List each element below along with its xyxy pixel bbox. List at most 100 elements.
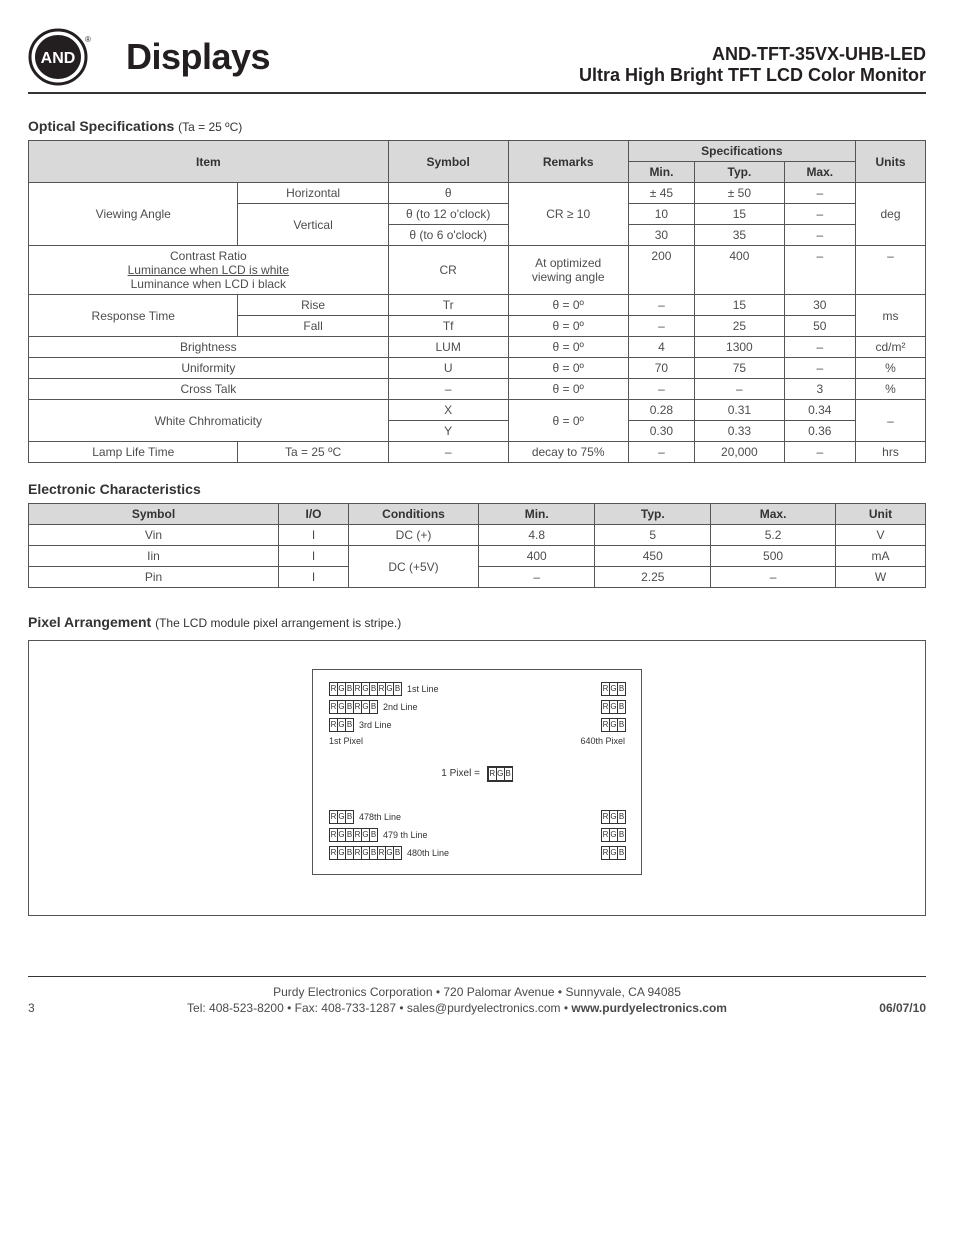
table-row: Contrast Ratio Luminance when LCD is whi…: [29, 246, 926, 295]
cell: hrs: [856, 442, 926, 463]
last-pixel-label: 640th Pixel: [580, 736, 625, 746]
cell: –: [784, 225, 855, 246]
cell: –: [856, 246, 926, 295]
rgb-group-icon: RGBRGB: [329, 700, 377, 714]
line-label: 2nd Line: [383, 702, 418, 712]
cell: ± 45: [628, 183, 695, 204]
cell: 50: [784, 316, 855, 337]
line-label: 1st Line: [407, 684, 439, 694]
document-title: AND-TFT-35VX-UHB-LED Ultra High Bright T…: [579, 44, 926, 86]
cell: 1300: [695, 337, 784, 358]
table-row: Cross Talk – θ = 0º – – 3 %: [29, 379, 926, 400]
line-label: 480th Line: [407, 848, 449, 858]
logo-text: Displays: [126, 36, 270, 78]
cell: θ (to 12 o'clock): [388, 204, 508, 225]
col-typ: Typ.: [695, 162, 784, 183]
cell: 15: [695, 204, 784, 225]
cell: –: [784, 246, 855, 295]
pixel-line-478: RGB 478th Line RGB: [329, 810, 625, 824]
rgb-group-icon: RGBRGBRGB: [329, 846, 401, 860]
cell: Iin: [29, 546, 279, 567]
one-pixel-label: 1 Pixel =: [441, 768, 480, 779]
col-max: Max.: [711, 504, 836, 525]
cell: 400: [479, 546, 595, 567]
col-symbol: Symbol: [388, 141, 508, 183]
cell: 15: [695, 295, 784, 316]
table-row: Response Time Rise Tr θ = 0º – 15 30 ms: [29, 295, 926, 316]
cell: 35: [695, 225, 784, 246]
electronic-table: Symbol I/O Conditions Min. Typ. Max. Uni…: [28, 503, 926, 588]
pixel-axis-labels: 1st Pixel 640th Pixel: [329, 736, 625, 746]
cell: 75: [695, 358, 784, 379]
cell: 4: [628, 337, 695, 358]
cell: –: [784, 358, 855, 379]
col-remarks: Remarks: [508, 141, 628, 183]
col-specifications: Specifications: [628, 141, 855, 162]
optical-title-note: (Ta = 25 ºC): [178, 120, 242, 134]
cell: V: [836, 525, 926, 546]
cell: 30: [628, 225, 695, 246]
optical-title-text: Optical Specifications: [28, 118, 174, 134]
cell: –: [695, 379, 784, 400]
cell: 0.30: [628, 421, 695, 442]
cell: LUM: [388, 337, 508, 358]
footer-website: www.purdyelectronics.com: [571, 1001, 727, 1015]
cell: θ = 0º: [508, 316, 628, 337]
svg-text:®: ®: [85, 35, 91, 44]
cell: mA: [836, 546, 926, 567]
line-label: 479 th Line: [383, 830, 428, 840]
cell: Vin: [29, 525, 279, 546]
pixel-line-479: RGBRGB 479 th Line RGB: [329, 828, 625, 842]
cell: DC (+): [349, 525, 479, 546]
footer-contact: Tel: 408-523-8200 • Fax: 408-733-1287 • …: [187, 1001, 571, 1015]
col-min: Min.: [628, 162, 695, 183]
cell: Response Time: [29, 295, 238, 337]
cell: –: [784, 442, 855, 463]
rgb-group-icon: RGB: [601, 846, 625, 860]
cell: 25: [695, 316, 784, 337]
pixel-title: Pixel Arrangement (The LCD module pixel …: [28, 614, 926, 630]
optical-title: Optical Specifications (Ta = 25 ºC): [28, 118, 926, 134]
cell: θ: [388, 183, 508, 204]
cell: Brightness: [29, 337, 389, 358]
footer-line2: Tel: 408-523-8200 • Fax: 408-733-1287 • …: [68, 1001, 846, 1015]
cell: –: [388, 379, 508, 400]
rgb-group-icon: RGB: [601, 718, 625, 732]
cell: 0.28: [628, 400, 695, 421]
cell: Pin: [29, 567, 279, 588]
cell: I: [279, 546, 349, 567]
pixel-line-2: RGBRGB 2nd Line RGB: [329, 700, 625, 714]
cell: U: [388, 358, 508, 379]
cell: –: [628, 316, 695, 337]
cell: θ = 0º: [508, 295, 628, 316]
svg-text:AND: AND: [41, 50, 76, 67]
cell: 0.36: [784, 421, 855, 442]
cell: θ (to 6 o'clock): [388, 225, 508, 246]
cell: –: [628, 379, 695, 400]
pixel-line-3: RGB 3rd Line RGB: [329, 718, 625, 732]
page-footer: Purdy Electronics Corporation • 720 Palo…: [28, 976, 926, 1015]
rgb-group-icon: RGB: [329, 810, 353, 824]
col-min: Min.: [479, 504, 595, 525]
cell: θ = 0º: [508, 379, 628, 400]
rgb-group-icon: RGBRGB: [329, 828, 377, 842]
table-row: Brightness LUM θ = 0º 4 1300 – cd/m²: [29, 337, 926, 358]
optical-table: Item Symbol Remarks Specifications Units…: [28, 140, 926, 463]
cell: θ = 0º: [508, 358, 628, 379]
cell: –: [711, 567, 836, 588]
cell: Fall: [238, 316, 388, 337]
cell: I: [279, 525, 349, 546]
col-max: Max.: [784, 162, 855, 183]
cell: ± 50: [695, 183, 784, 204]
line-label: 478th Line: [359, 812, 401, 822]
cell: 30: [784, 295, 855, 316]
cell-contrast-ratio: Contrast Ratio Luminance when LCD is whi…: [29, 246, 389, 295]
cell: 500: [711, 546, 836, 567]
cell: I: [279, 567, 349, 588]
table-row: Viewing Angle Horizontal θ CR ≥ 10 ± 45 …: [29, 183, 926, 204]
cell: %: [856, 379, 926, 400]
rgb-group-icon: RGBRGBRGB: [329, 682, 401, 696]
cell: –: [784, 183, 855, 204]
cell: At optimized viewing angle: [508, 246, 628, 295]
cell: Horizontal: [238, 183, 388, 204]
